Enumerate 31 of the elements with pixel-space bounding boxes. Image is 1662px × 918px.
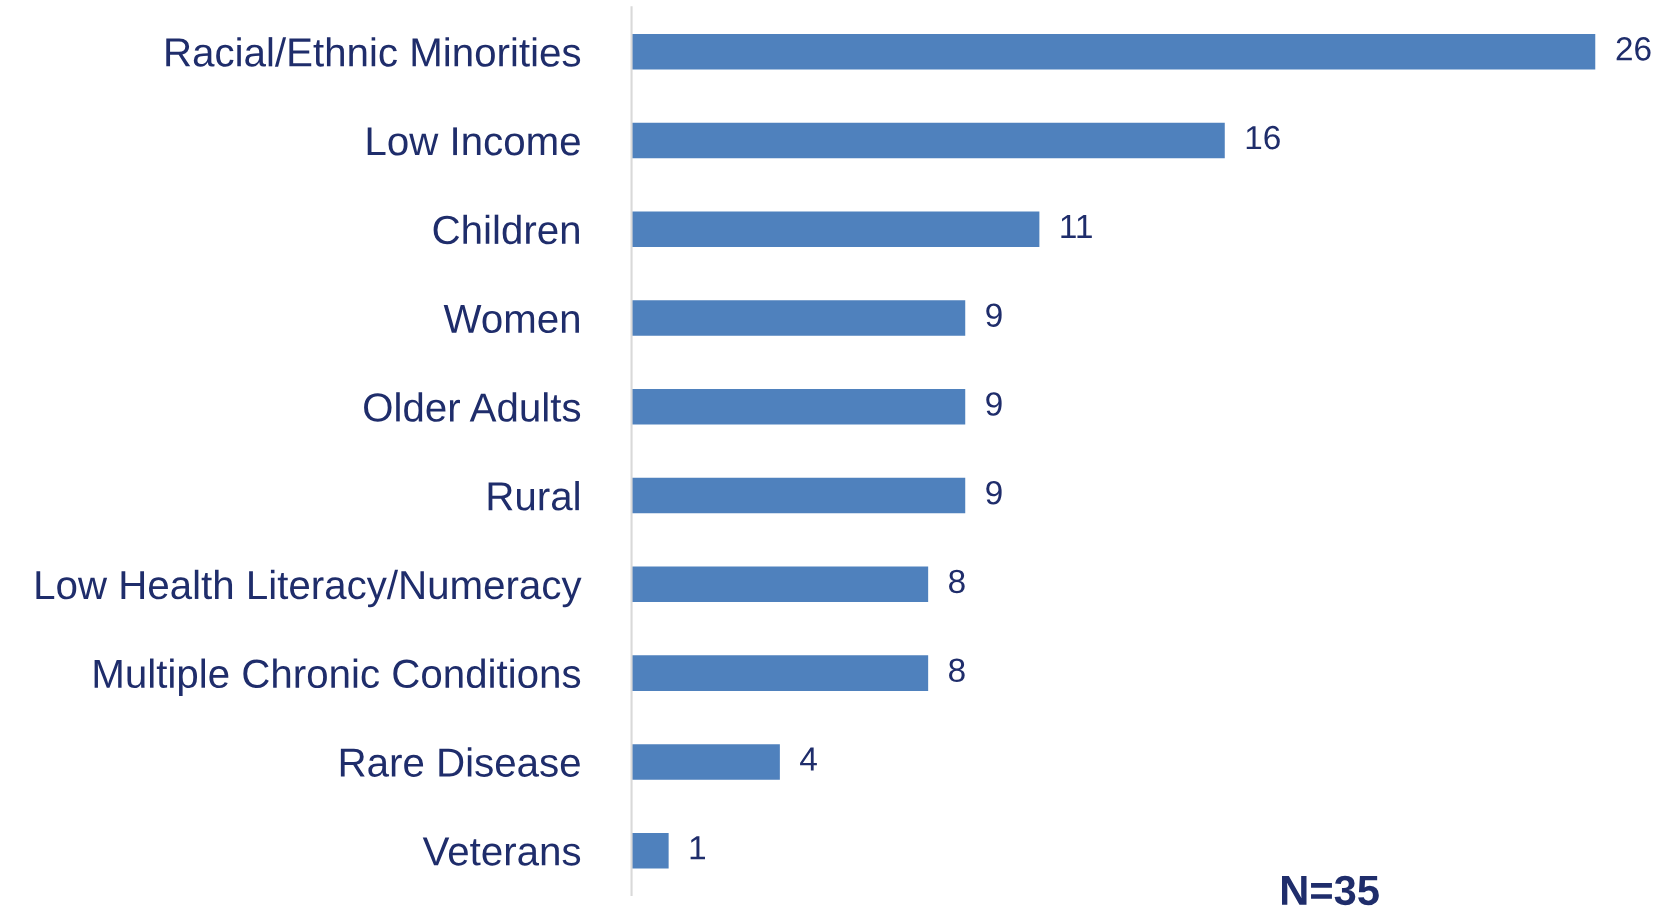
- y-tick-label: Women: [443, 304, 579, 334]
- data-label: 9: [986, 303, 1002, 327]
- data-label: 1: [690, 836, 705, 860]
- bar: [631, 33, 1596, 70]
- bar: [631, 477, 966, 514]
- data-label: 9: [986, 480, 1002, 505]
- bar: [631, 211, 1040, 248]
- annotation: N=35: [1282, 875, 1379, 906]
- data-label: 9: [986, 392, 1002, 416]
- y-tick-label: Veterans: [422, 837, 581, 866]
- bar: [631, 566, 929, 603]
- bar: [631, 122, 1225, 159]
- bar: [631, 655, 929, 691]
- bar: [631, 389, 966, 425]
- data-label: 4: [800, 747, 817, 771]
- data-label: 8: [949, 658, 965, 683]
- data-label: 16: [1246, 125, 1280, 150]
- y-tick-label: Rural: [488, 480, 579, 511]
- bar: [631, 744, 780, 780]
- y-tick-label: Multiple Chronic Conditions: [94, 658, 581, 697]
- y-tick-label: Racial/Ethnic Minorities: [166, 37, 581, 67]
- y-tick-label: Rare Disease: [340, 747, 580, 777]
- bar: [631, 832, 669, 869]
- y-tick-label: Low Income: [367, 127, 580, 156]
- data-label: 8: [949, 569, 965, 594]
- data-label: 26: [1616, 37, 1651, 61]
- data-label: 11: [1061, 214, 1092, 238]
- bar: [631, 300, 966, 336]
- y-tick-label: Children: [433, 214, 579, 245]
- y-tick-label: Older Adults: [364, 392, 581, 422]
- y-tick-label: Low Health Literacy/Numeracy: [36, 569, 582, 608]
